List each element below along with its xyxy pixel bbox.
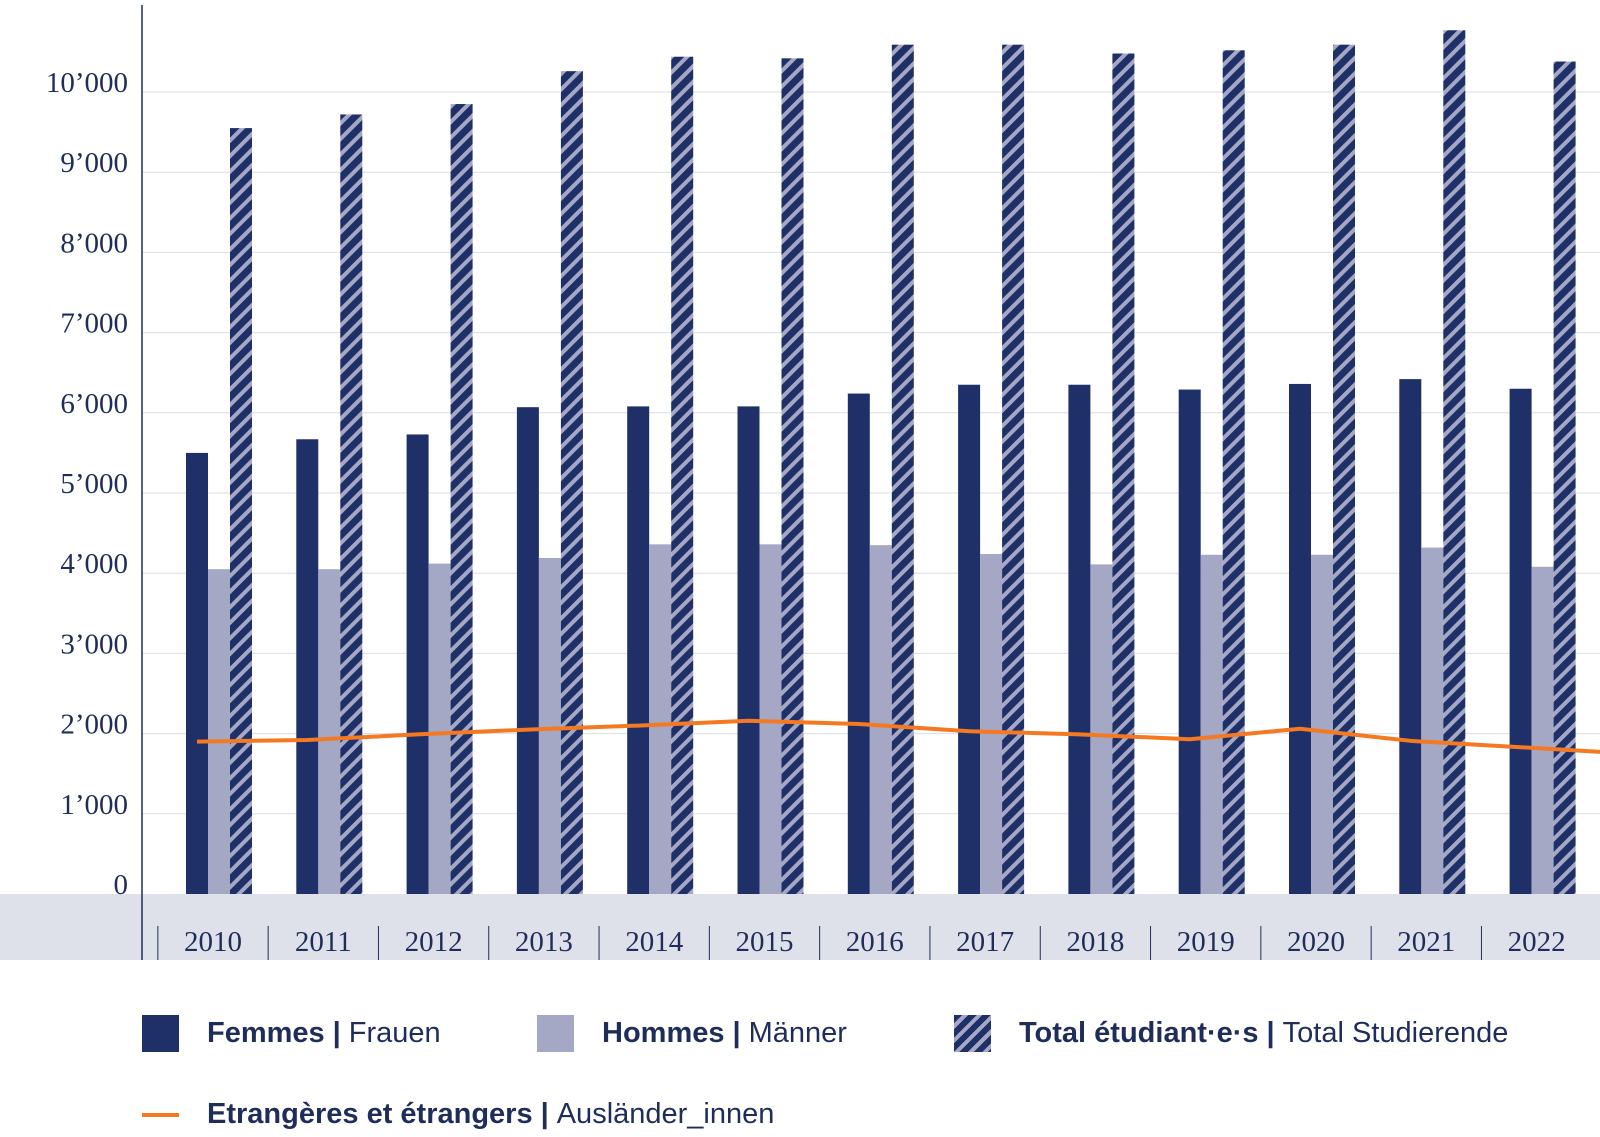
y-tick-label: 9’000 <box>60 147 128 179</box>
bar-hommes <box>208 569 230 894</box>
legend-separator: | <box>732 1017 741 1049</box>
legend-separator: | <box>332 1017 341 1049</box>
y-tick-labels: 0 1’000 2’000 3’000 4’000 5’000 6’000 7’000 8’00… <box>46 67 128 901</box>
x-tick-label: 2015 <box>736 926 794 958</box>
legend-etrangers: Etrangères et étrangers | Ausländer_inne… <box>142 1098 774 1131</box>
bar-total <box>671 56 694 895</box>
legend-total-rest: Total Studierende <box>1282 1017 1509 1049</box>
bar-hommes <box>649 544 672 894</box>
bar-hommes <box>428 563 451 894</box>
bar-hommes <box>980 553 1003 894</box>
y-tick-label: 8’000 <box>60 227 128 259</box>
legend-total: Total étudiant·e·s | Total Studierende <box>954 1015 1508 1052</box>
y-tick-label: 6’000 <box>60 388 128 420</box>
x-tick-label: 2010 <box>184 926 242 958</box>
y-tick-label: 7’000 <box>60 308 128 340</box>
x-tick-label: 2011 <box>295 926 352 958</box>
bar-total <box>1002 44 1025 894</box>
legend-total-bold: Total étudiant·e·s <box>1019 1017 1259 1049</box>
bar-femmes <box>1289 383 1311 894</box>
x-axis-band <box>0 894 1600 960</box>
bar-hommes <box>1421 547 1444 894</box>
bar-femmes <box>1509 388 1532 894</box>
foreigners-line <box>196 718 1600 754</box>
x-tick-labels: 2010 2011 2012 2013 2014 2015 2016 2017 2018 2019… <box>157 926 1566 960</box>
bar-femmes <box>186 452 208 894</box>
legend-separator: | <box>1266 1017 1275 1049</box>
bar-femmes <box>958 384 981 894</box>
bar-total <box>1112 53 1135 894</box>
legend-hommes-bold: Hommes <box>602 1017 725 1049</box>
x-tick-label: 2016 <box>846 926 904 958</box>
x-tick-label: 2014 <box>625 926 684 958</box>
legend-separator: | <box>540 1098 549 1130</box>
bar-total <box>230 128 252 895</box>
bar-hommes <box>1090 564 1113 894</box>
x-tick-label: 2021 <box>1397 926 1455 958</box>
bar-femmes <box>737 406 760 894</box>
x-tick-label: 2018 <box>1066 926 1124 958</box>
bar-hommes <box>1531 566 1554 894</box>
line-etrangers <box>196 718 1600 754</box>
x-tick-label: 2013 <box>515 926 573 958</box>
bars <box>186 30 1576 895</box>
bar-total <box>340 114 363 895</box>
y-tick-label: 5’000 <box>60 468 128 500</box>
bar-femmes <box>1178 389 1201 894</box>
y-tick-label: 1’000 <box>60 789 128 821</box>
bar-femmes <box>296 439 319 894</box>
bar-total <box>781 58 804 895</box>
bar-total <box>1553 61 1576 895</box>
bar-hommes <box>538 557 561 894</box>
y-tick-label: 10’000 <box>46 67 128 99</box>
bar-hommes <box>318 569 341 894</box>
bar-femmes <box>1068 384 1091 894</box>
legend-hommes-rest: Männer <box>748 1017 847 1049</box>
x-tick-label: 2017 <box>956 926 1014 958</box>
legend-swatch-etrangers <box>142 1112 179 1117</box>
legend-hommes: Hommes | Männer <box>537 1015 847 1052</box>
legend-femmes-rest: Frauen <box>348 1017 441 1049</box>
bar-hommes <box>1311 554 1333 894</box>
bar-total <box>1222 50 1245 894</box>
y-tick-label: 2’000 <box>60 709 128 741</box>
x-tick-label: 2019 <box>1177 926 1235 958</box>
bar-hommes <box>869 545 892 894</box>
bar-total <box>891 44 914 894</box>
bar-chart: 0 1’000 2’000 3’000 4’000 5’000 6’000 7’000 8’00… <box>0 5 1600 960</box>
bar-total <box>1333 44 1355 894</box>
legend-swatch-femmes <box>142 1015 179 1052</box>
bar-hommes <box>759 544 782 894</box>
bar-total <box>450 104 473 894</box>
bar-femmes <box>847 393 870 894</box>
legend-femmes-bold: Femmes <box>207 1017 325 1049</box>
legend-swatch-hommes <box>537 1015 574 1052</box>
bar-femmes <box>1399 379 1422 895</box>
bar-hommes <box>1200 554 1223 894</box>
x-tick-label: 2022 <box>1508 926 1566 958</box>
bar-total <box>560 71 583 894</box>
legend-swatch-total <box>954 1015 991 1052</box>
y-tick-label: 4’000 <box>60 548 128 580</box>
legend-etrangers-rest: Ausländer_innen <box>556 1098 775 1130</box>
legend-etrangers-bold: Etrangères et étrangers <box>207 1098 533 1130</box>
bar-femmes <box>516 407 539 894</box>
bar-femmes <box>406 434 429 894</box>
y-tick-label: 3’000 <box>60 628 128 660</box>
bar-total <box>1443 30 1466 895</box>
x-tick-label: 2020 <box>1287 926 1345 958</box>
bar-femmes <box>627 406 650 894</box>
legend-femmes: Femmes | Frauen <box>142 1015 441 1052</box>
x-tick-label: 2012 <box>405 926 463 958</box>
gridlines <box>142 91 1600 815</box>
y-tick-label: 0 <box>114 869 129 901</box>
